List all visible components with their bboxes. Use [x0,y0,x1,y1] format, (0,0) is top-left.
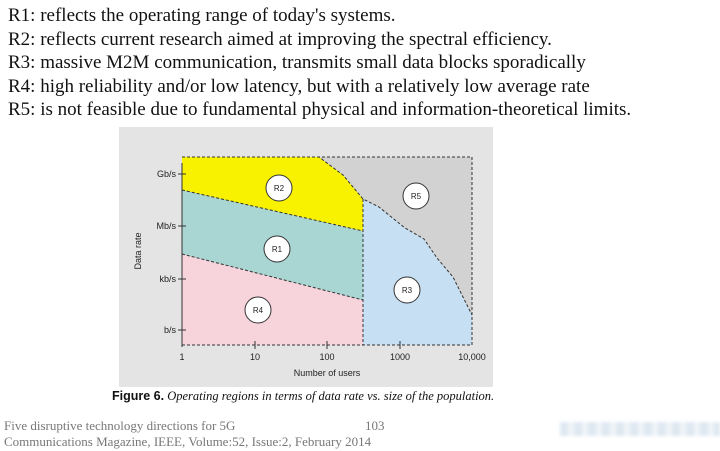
y-axis-ticks [178,173,186,331]
region-r4-area [182,254,363,345]
region-r2-label: R2 [274,184,285,193]
region-r3-circle [393,276,421,304]
x-axis-label: Number of users [294,368,361,378]
definition-r2: R2: reflects current research aimed at i… [8,28,552,50]
y-tick-mbs: Mb/s [156,221,176,231]
definitions-list: R1: reflects the operating range of toda… [8,4,631,122]
footer-citation: Communications Magazine, IEEE, Volume:52… [4,434,372,449]
x-axis-ticks [254,341,401,349]
region-r5-circle [402,182,430,210]
definition-r3: R3: massive M2M communication, transmits… [8,52,586,73]
region-r5-label: R5 [411,192,422,201]
figure-operating-regions: Gb/s Mb/s kb/s b/s Data rate 1 10 100 10… [119,127,493,387]
y-axis-label: Data rate [133,232,143,269]
region-r2-circle [265,174,293,202]
figure-caption: Figure 6. Operating regions in terms of … [112,389,494,404]
y-tick-kbs: kb/s [159,274,176,284]
definition-r4: R4: high reliability and/or low latency,… [8,75,590,97]
region-r3-label: R3 [402,286,413,295]
footer-title: Five disruptive technology directions fo… [4,418,236,433]
x-tick-10000: 10,000 [458,352,486,362]
region-r4-label: R4 [253,306,264,315]
y-tick-gbs: Gb/s [157,169,177,179]
blurred-watermark [560,422,720,436]
footer-page-number: 103 [365,418,385,433]
x-tick-100: 100 [319,352,334,362]
region-r1-label: R1 [272,245,283,254]
x-tick-1: 1 [179,352,184,362]
region-r3-area [363,199,472,345]
x-tick-1000: 1000 [390,352,410,362]
caption-label: Figure 6. [112,389,165,403]
definition-r1: R1: reflects the operating range of toda… [8,5,396,26]
x-tick-10: 10 [250,352,260,362]
caption-text: Operating regions in terms of data rate … [167,389,495,403]
region-r1-circle [263,235,291,263]
region-diagram: Gb/s Mb/s kb/s b/s Data rate 1 10 100 10… [119,127,493,387]
definition-r5: R5: is not feasible due to fundamental p… [8,99,632,120]
region-r4-circle [244,296,272,324]
y-tick-bs: b/s [164,325,177,335]
